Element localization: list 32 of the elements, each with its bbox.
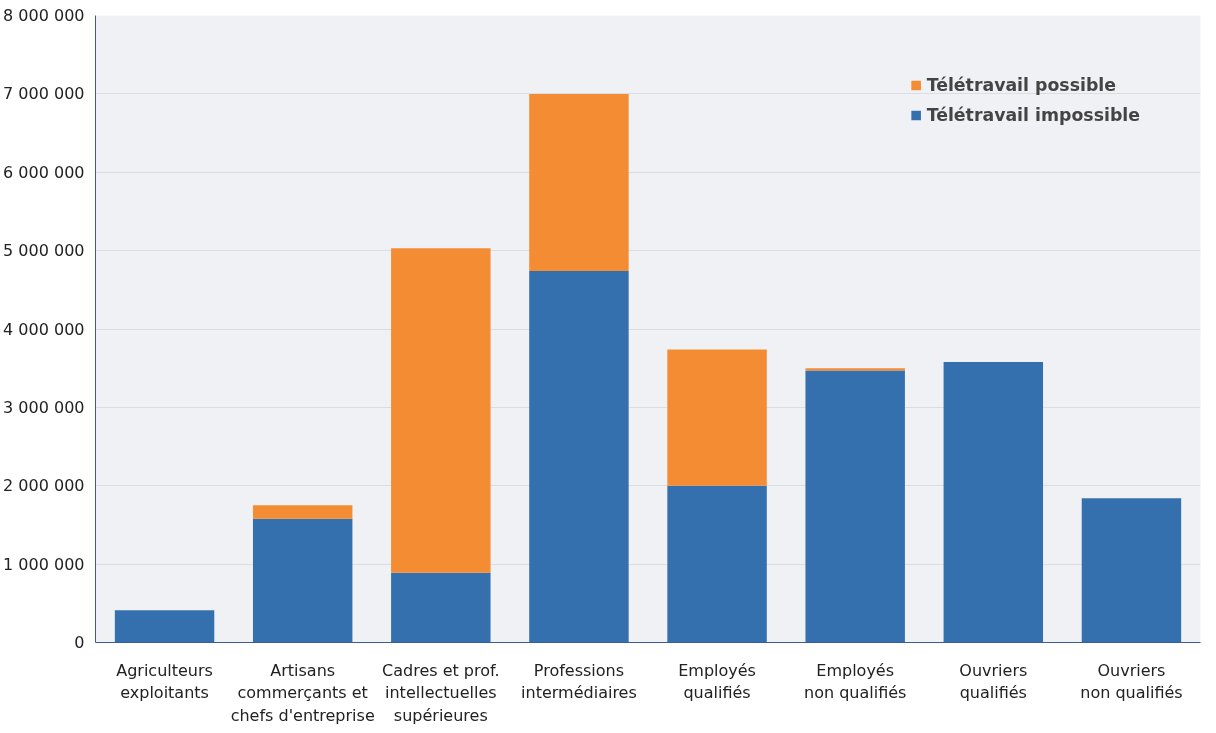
bar bbox=[805, 370, 905, 643]
bar bbox=[805, 368, 905, 371]
bar bbox=[391, 248, 491, 573]
bar bbox=[667, 485, 767, 643]
y-tick-label: 7 000 000 bbox=[3, 84, 85, 104]
x-tick-label: Employés qualifiés bbox=[678, 660, 756, 703]
bar bbox=[529, 271, 629, 643]
x-tick-label: Professions intermédiaires bbox=[521, 660, 637, 703]
bar bbox=[391, 572, 491, 643]
bar bbox=[529, 93, 629, 271]
x-tick-label: Employés non qualifiés bbox=[803, 660, 907, 703]
bar bbox=[943, 361, 1044, 643]
x-tick-label: Ouvriers non qualifiés bbox=[1080, 660, 1183, 703]
bar bbox=[1081, 498, 1182, 643]
bar bbox=[252, 518, 353, 643]
y-tick-label: 6 000 000 bbox=[3, 162, 85, 182]
y-tick-label: 8 000 000 bbox=[3, 6, 85, 25]
bar bbox=[252, 505, 353, 519]
x-tick-label: Agriculteurs exploitants bbox=[116, 660, 213, 703]
y-tick-label: 1 000 000 bbox=[3, 554, 85, 574]
x-tick-label: Cadres et prof. intellectuelles supérieures bbox=[382, 660, 500, 726]
y-tick-label: 2 000 000 bbox=[3, 476, 85, 496]
y-tick-label: 4 000 000 bbox=[3, 319, 85, 339]
bar bbox=[667, 349, 767, 486]
y-tick-label: 3 000 000 bbox=[3, 397, 85, 417]
x-tick-label: Ouvriers qualifiés bbox=[959, 660, 1028, 703]
y-tick-label: 5 000 000 bbox=[3, 241, 85, 261]
legend-label: Télétravail possible bbox=[926, 75, 1116, 95]
bar bbox=[114, 610, 215, 643]
x-tick-label: Artisans commerçants et chefs d'entreprise bbox=[230, 660, 375, 726]
legend-label: Télétravail impossible bbox=[926, 105, 1140, 125]
y-tick-label: 0 bbox=[74, 633, 85, 652]
